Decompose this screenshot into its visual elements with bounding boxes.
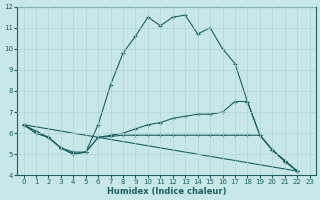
- X-axis label: Humidex (Indice chaleur): Humidex (Indice chaleur): [107, 187, 226, 196]
